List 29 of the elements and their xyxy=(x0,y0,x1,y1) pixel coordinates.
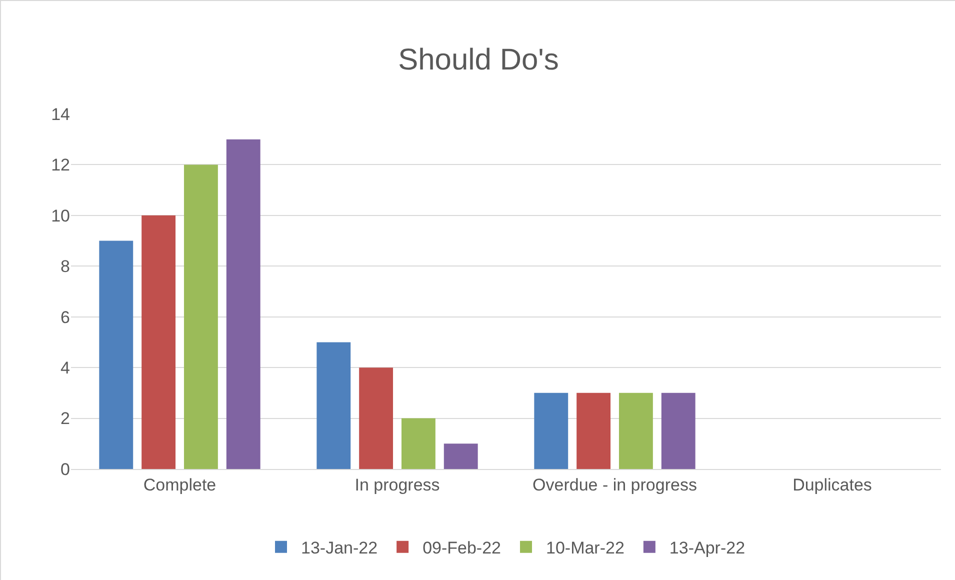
y-tick-label: 6 xyxy=(60,308,70,327)
y-tick-label: 10 xyxy=(51,206,70,226)
bar xyxy=(444,444,478,469)
y-tick-label: 0 xyxy=(60,460,70,479)
y-tick-label: 14 xyxy=(51,104,70,124)
legend-label: 09-Feb-22 xyxy=(422,538,501,558)
x-tick-label: Duplicates xyxy=(792,475,872,494)
x-tick-label: In progress xyxy=(354,475,440,494)
bar xyxy=(184,164,218,469)
bar xyxy=(534,392,568,469)
bar xyxy=(226,139,260,469)
x-tick-label: Overdue - in progress xyxy=(532,475,697,494)
y-tick-label: 4 xyxy=(60,358,70,378)
bar xyxy=(618,392,653,469)
y-tick-label: 2 xyxy=(60,409,70,428)
bar xyxy=(359,368,394,469)
legend-label: 13-Apr-22 xyxy=(669,538,746,558)
legend-label: 13-Jan-22 xyxy=(301,538,378,558)
y-tick-label: 12 xyxy=(51,156,70,175)
legend-label: 10-Mar-22 xyxy=(546,538,624,558)
x-tick-label: Complete xyxy=(143,475,216,494)
bar xyxy=(99,240,134,469)
bar xyxy=(316,342,351,469)
bar xyxy=(576,392,611,469)
y-tick-label: 8 xyxy=(60,257,70,276)
chart-title: Should Do's xyxy=(398,44,559,76)
bar xyxy=(401,418,436,469)
bar xyxy=(661,392,696,469)
bar xyxy=(142,215,176,469)
